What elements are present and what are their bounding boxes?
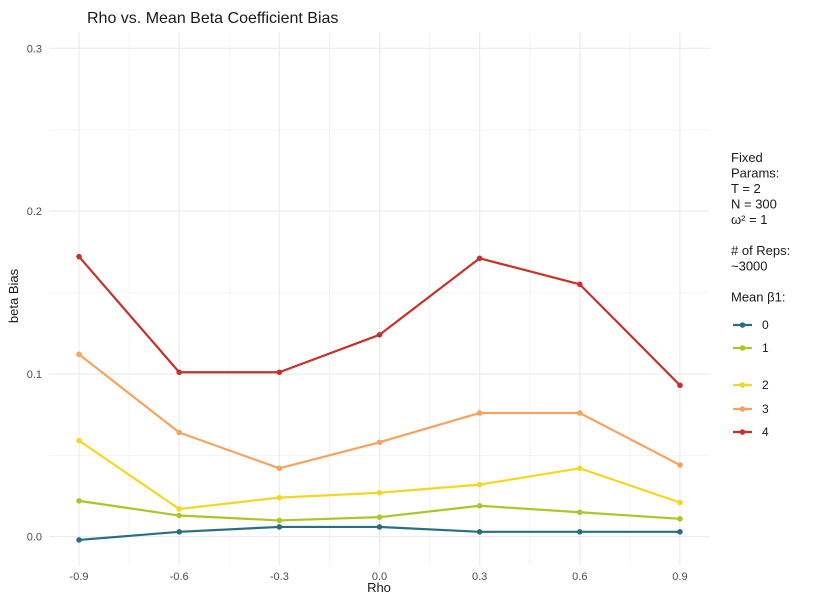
legend-note-line: Fixed bbox=[731, 150, 763, 165]
legend-item-0: 0 bbox=[733, 318, 769, 332]
data-point bbox=[276, 465, 283, 472]
legend: 0 1 2 3 4 bbox=[733, 318, 769, 439]
legend-label: 1 bbox=[762, 341, 769, 355]
data-point bbox=[376, 489, 383, 496]
legend-note-line: T = 2 bbox=[731, 181, 761, 196]
legend-item-4: 4 bbox=[733, 425, 769, 439]
x-axis-ticks: -0.9 -0.6 -0.3 0.0 0.3 0.6 0.9 bbox=[70, 571, 688, 583]
data-point bbox=[376, 514, 383, 520]
data-point bbox=[577, 281, 583, 288]
series-2 bbox=[76, 437, 683, 512]
x-tick-label: 0.0 bbox=[372, 571, 387, 583]
legend-note-line: Mean β1: bbox=[731, 290, 785, 305]
chart-title: Rho vs. Mean Beta Coefficient Bias bbox=[87, 10, 338, 27]
data-point bbox=[376, 524, 383, 530]
data-point bbox=[76, 437, 82, 444]
y-tick-label: 0.3 bbox=[27, 43, 42, 55]
y-tick-label: 0.0 bbox=[27, 532, 42, 544]
data-point bbox=[577, 509, 583, 516]
x-tick-label: -0.6 bbox=[170, 571, 189, 583]
y-tick-label: 0.1 bbox=[27, 369, 42, 381]
data-point bbox=[176, 512, 182, 519]
data-point bbox=[677, 462, 683, 468]
legend-note-line: ω² = 1 bbox=[731, 212, 768, 227]
legend-key-point bbox=[739, 345, 746, 351]
data-point bbox=[677, 382, 683, 389]
legend-item-3: 3 bbox=[733, 402, 769, 416]
data-point bbox=[376, 332, 383, 338]
data-point bbox=[76, 351, 82, 358]
legend-key-point bbox=[739, 382, 746, 388]
data-point bbox=[677, 515, 683, 522]
x-tick-label: -0.9 bbox=[70, 571, 89, 583]
x-tick-label: -0.3 bbox=[270, 571, 289, 583]
legend-item-1: 1 bbox=[733, 341, 769, 355]
series-layer bbox=[76, 253, 683, 543]
legend-key-point bbox=[739, 429, 746, 435]
data-point bbox=[476, 255, 483, 262]
x-axis-title: Rho bbox=[367, 580, 391, 595]
data-point bbox=[276, 524, 283, 530]
series-4 bbox=[76, 253, 683, 389]
data-point bbox=[176, 529, 182, 535]
legend-item-2: 2 bbox=[733, 378, 769, 392]
x-tick-label: 0.3 bbox=[472, 571, 487, 583]
legend-label: 3 bbox=[762, 402, 769, 416]
data-point bbox=[76, 537, 82, 543]
legend-key-point bbox=[739, 406, 746, 412]
data-point bbox=[476, 410, 483, 416]
data-point bbox=[476, 481, 483, 488]
data-point bbox=[176, 506, 182, 512]
data-point bbox=[276, 494, 283, 501]
data-point bbox=[276, 369, 283, 376]
data-point bbox=[577, 410, 583, 416]
data-point bbox=[577, 529, 583, 535]
data-point bbox=[577, 465, 583, 472]
legend-note-line: Params: bbox=[731, 166, 779, 181]
legend-note-line: # of Reps: bbox=[731, 243, 790, 258]
y-axis-title: beta Bias bbox=[6, 268, 21, 323]
legend-label: 0 bbox=[762, 318, 769, 332]
x-tick-label: 0.9 bbox=[672, 571, 687, 583]
legend-note-line: N = 300 bbox=[731, 197, 777, 212]
series-0 bbox=[76, 524, 683, 543]
data-point bbox=[176, 369, 182, 376]
legend-key-point bbox=[739, 322, 746, 328]
data-point bbox=[476, 529, 483, 535]
data-point bbox=[677, 499, 683, 506]
legend-label: 2 bbox=[762, 378, 769, 392]
grid-major bbox=[49, 32, 710, 566]
data-point bbox=[276, 517, 283, 524]
y-axis-ticks: 0.0 0.1 0.2 0.3 bbox=[27, 43, 42, 543]
data-point bbox=[677, 529, 683, 535]
legend-note-line: ~3000 bbox=[731, 259, 768, 274]
data-point bbox=[76, 498, 82, 504]
x-tick-label: 0.6 bbox=[572, 571, 587, 583]
data-point bbox=[76, 253, 82, 260]
y-tick-label: 0.2 bbox=[27, 206, 42, 218]
data-point bbox=[176, 429, 182, 436]
series-3 bbox=[76, 351, 683, 472]
data-point bbox=[376, 439, 383, 446]
legend-label: 4 bbox=[762, 425, 769, 439]
data-point bbox=[476, 502, 483, 509]
series-1 bbox=[76, 498, 683, 524]
